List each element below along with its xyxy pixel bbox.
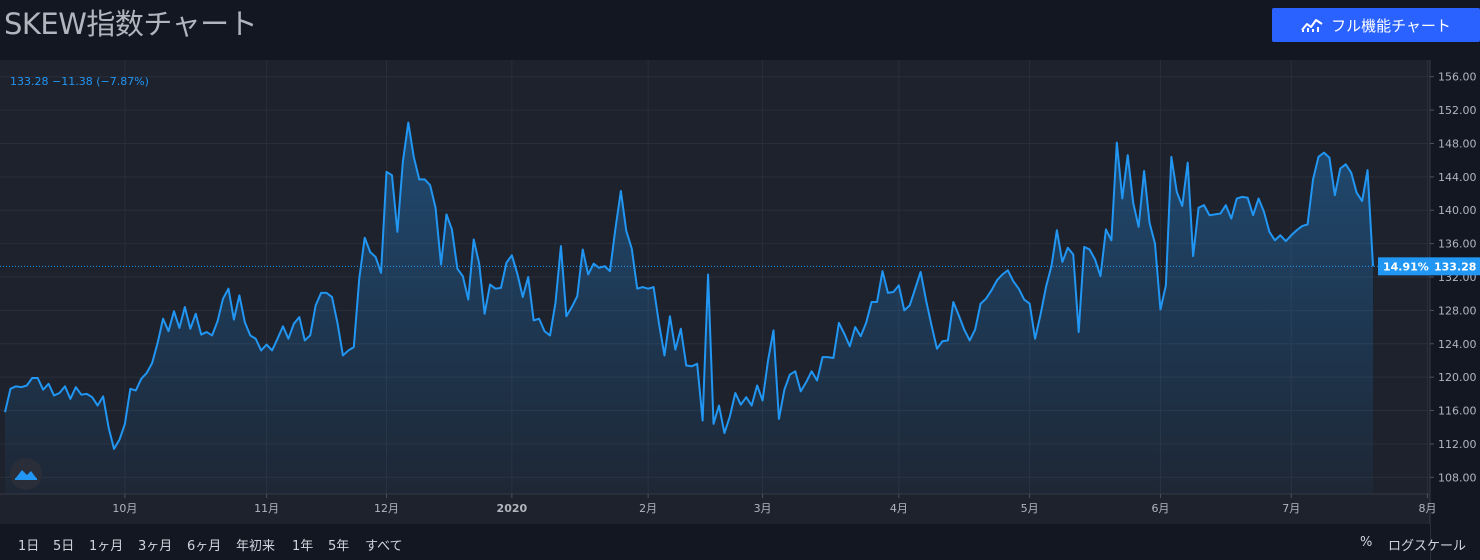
x-tick-label: 5月 <box>1021 502 1039 515</box>
series-area <box>5 122 1373 494</box>
x-tick-label: 7月 <box>1282 502 1300 515</box>
x-tick-label: 2020 <box>497 502 528 515</box>
x-tick-label: 3月 <box>754 502 772 515</box>
range-5d-button[interactable]: 5日 <box>53 539 75 554</box>
y-tick-label: 112.00 <box>1438 438 1477 451</box>
x-tick-label: 6月 <box>1151 502 1169 515</box>
price-label: 14.91% 133.28 <box>1378 257 1480 276</box>
range-ytd-button[interactable]: 年初来 <box>236 539 276 554</box>
range-all-button[interactable]: すべて <box>365 539 403 554</box>
value-badge <box>1430 257 1480 276</box>
series-line <box>4 121 1374 450</box>
range-5y-button[interactable]: 5年 <box>328 539 350 554</box>
range-1y-button[interactable]: 1年 <box>292 539 314 554</box>
value-badge-text: 133.28 <box>1434 260 1476 273</box>
y-tick-label: 124.00 <box>1438 338 1477 351</box>
range-1m-button[interactable]: 1ヶ月 <box>89 539 124 554</box>
range-3m-button[interactable]: 3ヶ月 <box>138 539 173 554</box>
log-scale-toggle[interactable]: ログスケール <box>1388 539 1467 554</box>
x-tick-label: 4月 <box>890 502 908 515</box>
page-title: SKEW指数チャート <box>4 7 258 41</box>
y-axis: 108.00112.00116.00120.00124.00128.00132.… <box>1430 71 1477 484</box>
y-tick-label: 128.00 <box>1438 304 1477 317</box>
y-tick-label: 140.00 <box>1438 204 1477 217</box>
x-tick-label: 10月 <box>112 502 137 515</box>
chart-line-icon <box>1301 17 1323 33</box>
logo-icon[interactable] <box>10 458 42 490</box>
bottom-toolbar: 1日 5日 1ヶ月 3ヶ月 6ヶ月 年初来 1年 5年 すべて % ログスケール <box>0 524 1480 560</box>
skew-chart[interactable]: 108.00112.00116.00120.00124.00128.00132.… <box>0 60 1480 524</box>
y-tick-label: 116.00 <box>1438 405 1477 418</box>
x-tick-label: 8月 <box>1419 502 1437 515</box>
y-tick-label: 120.00 <box>1438 371 1477 384</box>
series-layer <box>0 121 1430 494</box>
y-tick-label: 136.00 <box>1438 238 1477 251</box>
range-6m-button[interactable]: 6ヶ月 <box>187 539 222 554</box>
percent-badge-text: 14.91% <box>1383 260 1429 273</box>
x-tick-label: 11月 <box>254 502 279 515</box>
y-tick-label: 152.00 <box>1438 104 1477 117</box>
x-tick-label: 2月 <box>639 502 657 515</box>
x-axis: 10月11月12月20202月3月4月5月6月7月8月9月 <box>112 494 1437 515</box>
y-tick-label: 156.00 <box>1438 71 1477 84</box>
toolbar-divider <box>1430 524 1431 560</box>
y-tick-label: 108.00 <box>1438 471 1477 484</box>
legend-text: 133.28 −11.38 (−7.87%) <box>10 75 149 88</box>
y-tick-label: 148.00 <box>1438 137 1477 150</box>
range-1d-button[interactable]: 1日 <box>18 539 40 554</box>
x-tick-label: 12月 <box>374 502 399 515</box>
full-chart-label: フル機能チャート <box>1331 16 1451 35</box>
chart-container[interactable]: 108.00 112.00 116.00 120.00 124.00 128.00 132.… <box>0 60 1480 524</box>
percent-scale-toggle[interactable]: % <box>1360 535 1373 550</box>
percent-badge <box>1378 257 1430 276</box>
y-tick-label: 144.00 <box>1438 171 1477 184</box>
full-chart-button[interactable]: フル機能チャート <box>1272 8 1480 42</box>
